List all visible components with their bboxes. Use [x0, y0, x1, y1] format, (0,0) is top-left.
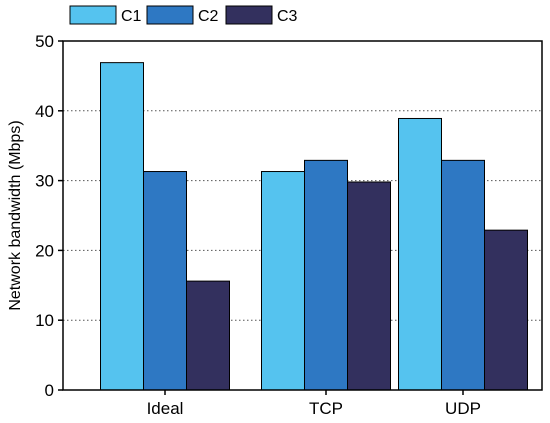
bars [100, 62, 528, 391]
y-tick-label: 20 [35, 241, 54, 260]
bar-c2-udp [441, 159, 485, 391]
x-tick-label: UDP [445, 399, 481, 418]
bar-c2-tcp [304, 159, 348, 391]
bar-c1-tcp [261, 171, 305, 391]
bar-c1-udp [398, 117, 442, 391]
plot-frame [62, 40, 543, 391]
x-axis-ticks: Ideal TCP UDP [147, 390, 481, 418]
x-tick-label: Ideal [147, 399, 184, 418]
legend-label-c3: C3 [277, 8, 298, 25]
legend-label-c1: C1 [121, 8, 142, 25]
bar-c1-ideal [100, 62, 144, 391]
y-axis-ticks: 0 10 20 30 40 50 [35, 32, 63, 400]
legend-swatch-c1 [69, 5, 117, 25]
legend-swatch-c3 [225, 5, 273, 25]
legend-label-c2: C2 [198, 8, 219, 25]
y-tick-label: 30 [35, 172, 54, 191]
y-axis-title: Network bandwidth (Mbps) [7, 120, 24, 310]
legend: C1 C2 C3 [69, 5, 298, 25]
legend-swatch-c2 [146, 5, 194, 25]
y-tick-label: 40 [35, 102, 54, 121]
y-tick-label: 0 [45, 381, 54, 400]
x-tick-label: TCP [309, 399, 343, 418]
y-tick-label: 50 [35, 32, 54, 51]
bar-c3-ideal [186, 280, 230, 391]
bar-c2-ideal [143, 171, 187, 391]
y-tick-label: 10 [35, 311, 54, 330]
bar-c3-tcp [347, 181, 391, 391]
bar-c3-udp [484, 229, 528, 391]
